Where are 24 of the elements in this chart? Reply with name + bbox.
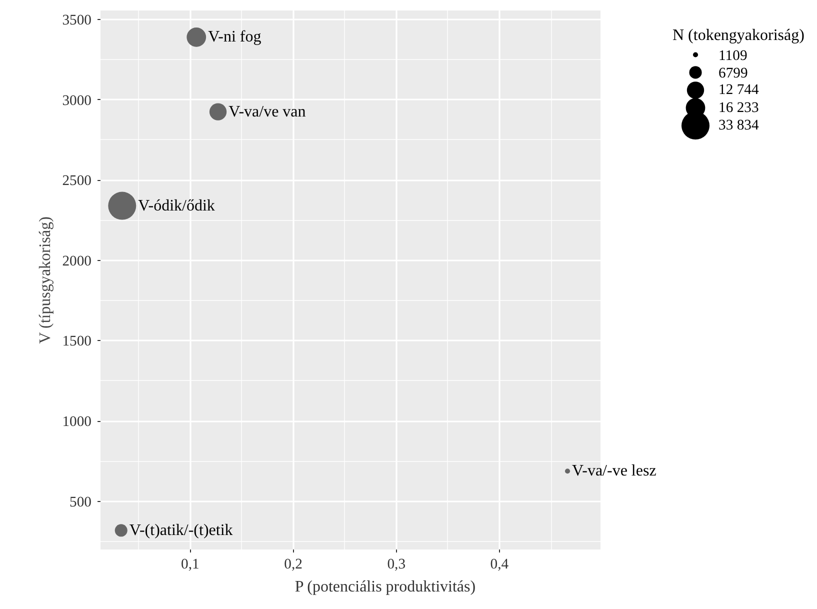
annotation: V-ni fog — [208, 28, 262, 46]
y-tick-label: 1000 — [62, 414, 92, 430]
annotation: V-ódik/ődik — [138, 197, 215, 214]
y-tick-label: 500 — [70, 494, 92, 510]
y-tick-label: 2500 — [62, 173, 92, 190]
y-tick-label: 2000 — [62, 253, 92, 270]
x-tick-label: 0,2 — [284, 556, 302, 572]
annotation: V-va/ve van — [228, 103, 306, 120]
legend-label: 6799 — [718, 65, 748, 82]
x-tick-label: 0,1 — [181, 556, 200, 572]
y-tick-label: 3000 — [62, 92, 92, 109]
legend-label: 33 834 — [718, 118, 760, 134]
y-axis-title: V (típusgyakoriság) — [37, 216, 54, 344]
x-tick-label: 0,3 — [387, 556, 406, 572]
legend-label: 16 233 — [718, 100, 759, 116]
x-axis-title: P (potenciális produktivitás) — [294, 578, 476, 596]
legend-title: N (tokengyakoriság) — [672, 26, 804, 44]
annotation: V-(t)atik/-(t)etik — [129, 522, 233, 539]
legend-label: 1109 — [718, 48, 748, 64]
legend-label: 12 744 — [718, 82, 760, 98]
annotation: V-va/-ve lesz — [572, 462, 656, 480]
x-tick-label: 0,4 — [490, 556, 510, 572]
y-tick-label: 3500 — [62, 12, 92, 28]
y-tick-label: 1500 — [62, 334, 92, 350]
